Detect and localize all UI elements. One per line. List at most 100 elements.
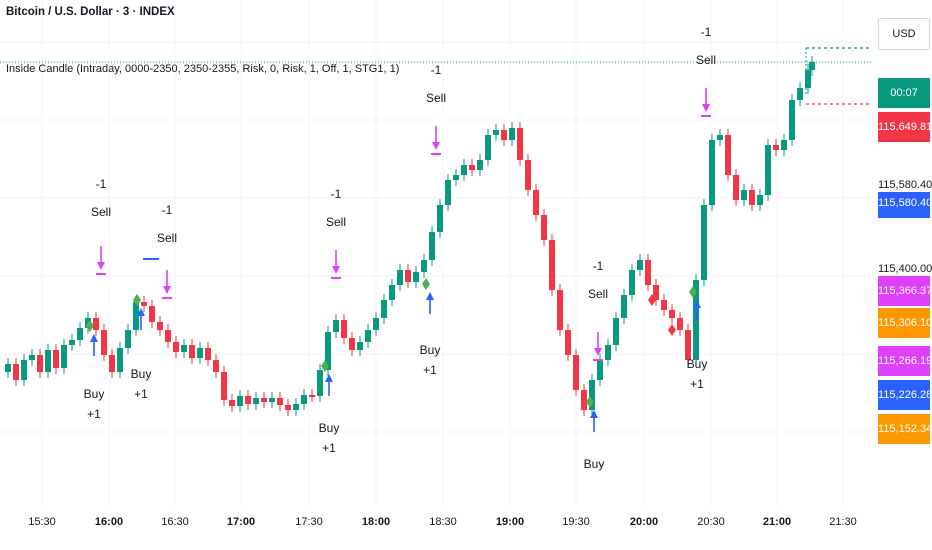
buy-signal-label: +1 [423,363,437,377]
candle-body [809,62,815,70]
sell-arrow-head [332,266,340,274]
price-axis-label: 115,400.00 [878,262,932,276]
sell-signal-label: -1 [431,63,442,77]
candle-body [733,175,739,200]
candle-body [493,130,499,135]
candle-body [485,135,491,160]
candle-body [701,205,707,280]
candlestick-chart[interactable]: Buy +1 Buy +1 Buy +1 Buy +1 Buy Buy +1 -1 Sell -1 Sell… [0,0,872,506]
sell-signal-label: -1 [162,203,173,217]
candle-body [781,140,787,150]
candle-body [661,300,667,310]
time-tick-label: 21:30 [829,516,857,528]
sell-signal-label: -1 [331,187,342,201]
candle-body [165,330,171,342]
candle-body [453,175,459,180]
candle-body [549,240,555,290]
candle-body [501,130,507,140]
buy-arrow-head [590,410,598,418]
candle-body [757,195,763,205]
candle-body [149,306,155,322]
time-tick-label: 19:00 [495,516,525,528]
currency-button[interactable]: USD [878,18,930,50]
candle-body [421,260,427,272]
candle-body [245,396,251,404]
candle-body [645,260,651,285]
candle-body [565,330,571,355]
candle-body [325,332,331,370]
candle-body [461,165,467,175]
candle-body [685,330,691,360]
sell-arrow-head [163,286,171,294]
signal-diamond [689,286,697,298]
candle-body [77,328,83,340]
candle-body [189,345,195,358]
candle-body [341,320,347,338]
candle-body [277,398,283,405]
candle-body [125,330,131,348]
time-tick-label: 20:30 [697,516,725,528]
candle-body [93,318,99,330]
candle-body [21,360,27,380]
buy-signal-label: Buy [687,357,708,371]
symbol-title: Bitcoin / U.S. Dollar · 3 · INDEX [6,6,175,18]
candle-body [709,140,715,205]
candle-body [741,190,747,200]
chart-plot-area[interactable]: Buy +1 Buy +1 Buy +1 Buy +1 Buy Buy +1 -1 Sell -1 Sell… [0,0,872,506]
candle-body [109,355,115,372]
sell-signal-label: Sell [157,231,177,245]
candle-body [381,300,387,318]
price-tag: 115,152.34 [878,414,932,444]
candle-body [133,302,139,330]
candle-body [765,145,771,195]
candle-body [61,345,67,368]
candle-body [293,404,299,410]
sell-signal-label: Sell [326,215,346,229]
candle-body [69,340,75,345]
time-tick-label: 15:30 [28,516,56,528]
candle-body [533,190,539,215]
candle-body [285,405,291,410]
price-tag: 115,366.37 [878,276,932,306]
candle-body [261,398,267,402]
signal-diamond [321,360,329,372]
candle-body [37,355,43,372]
price-tag: 00:07 [878,78,930,108]
signal-diamond [586,396,594,408]
buy-arrow-head [325,374,333,382]
candle-body [749,190,755,205]
candle-body [589,380,595,410]
sell-arrow-head [702,104,710,112]
candle-body [629,270,635,295]
candle-body [365,330,371,342]
candle-body [621,295,627,318]
candle-body [581,390,587,410]
sell-signal-label: Sell [91,205,111,219]
candle-body [773,145,779,150]
buy-signal-label: +1 [690,377,704,391]
candle-body [445,180,451,205]
candle-body [205,348,211,360]
candle-body [525,160,531,190]
candle-body [597,360,603,380]
candle-body [309,395,315,397]
buy-signal-label: Buy [84,387,105,401]
candle-body [397,270,403,285]
sell-arrow-head [97,262,105,270]
signal-diamond [133,294,141,306]
sell-signal-label: Sell [696,53,716,67]
signal-diamond [668,324,676,336]
buy-signal-label: Buy [584,457,605,471]
buy-signal-label: +1 [87,407,101,421]
price-axis-label: 115,580.40 [878,178,932,192]
candle-body [29,355,35,360]
candle-body [117,348,123,372]
indicator-label[interactable]: Inside Candle (Intraday, 0000-2350, 2350… [6,63,400,75]
candle-body [301,395,307,404]
time-tick-label: 21:00 [762,516,792,528]
buy-signal-label: Buy [131,367,152,381]
candle-body [405,270,411,282]
candle-body [469,165,475,170]
candle-body [53,350,59,368]
time-tick-label: 17:30 [295,516,323,528]
